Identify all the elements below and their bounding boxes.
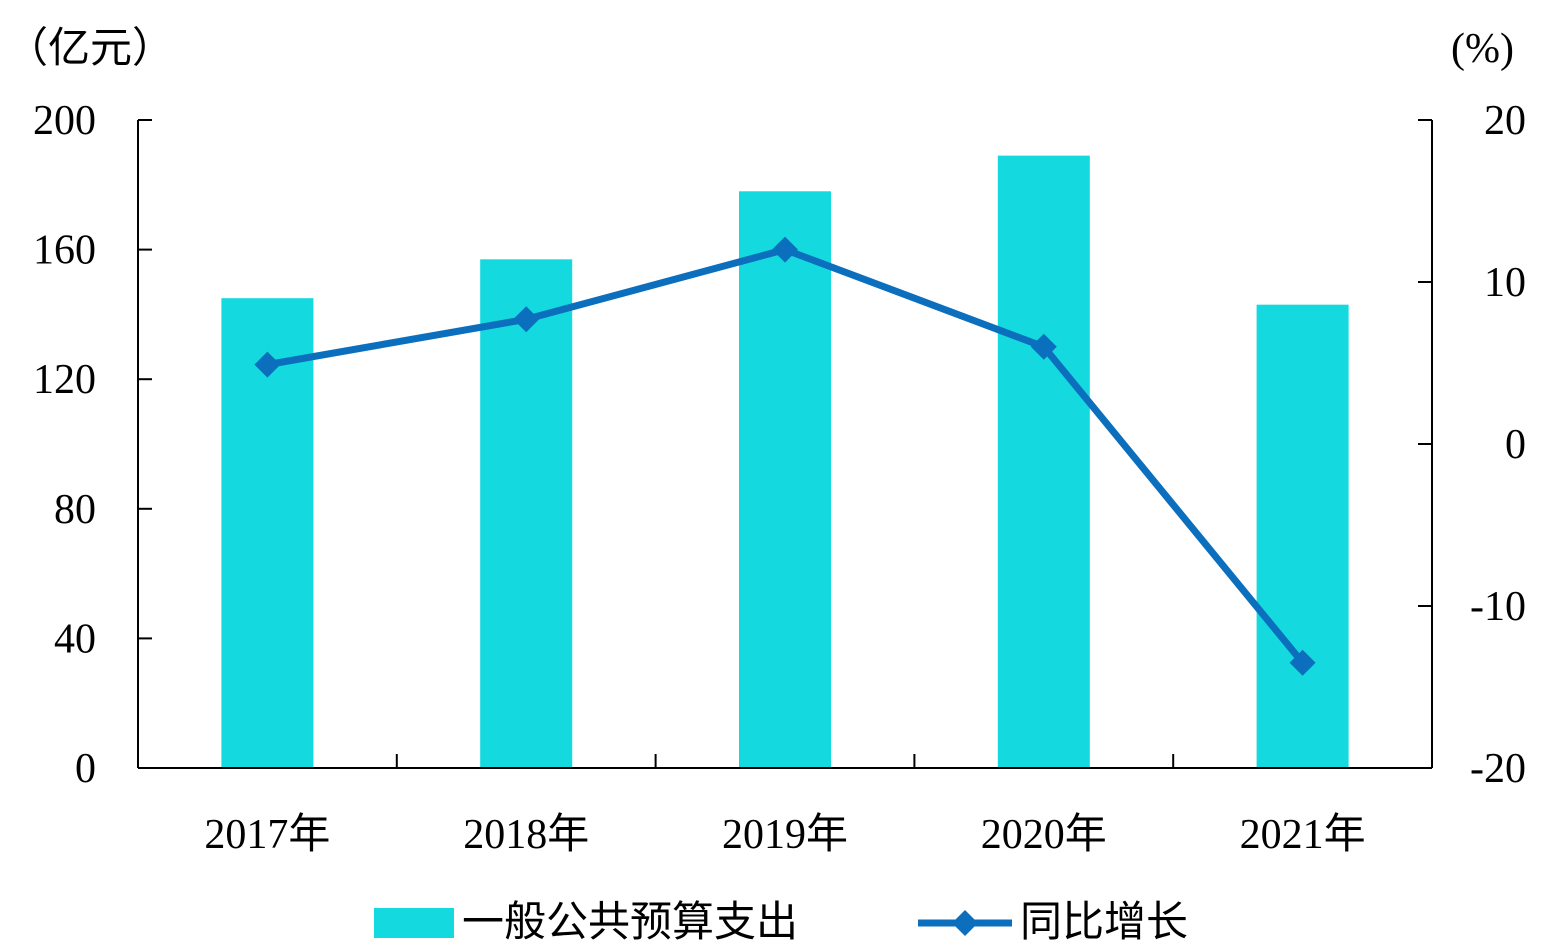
left-axis-tick-label: 40: [54, 616, 96, 662]
bar: [997, 155, 1090, 768]
bar: [480, 259, 573, 768]
bar: [739, 191, 831, 768]
x-axis-tick-label: 2019年: [722, 811, 848, 858]
left-axis-tick-label: 0: [75, 746, 96, 792]
right-axis-unit: (%): [1451, 26, 1514, 72]
axes: 0 40 80 120 160 200 -20 -10 0 10 20 2017年 2018年 2019年…: [33, 98, 1526, 858]
left-axis-tick-label: 200: [33, 98, 96, 144]
growth-point: [772, 236, 798, 263]
growth-point: [1289, 649, 1316, 676]
right-axis-tick-label: -20: [1470, 746, 1526, 792]
legend-bar-swatch: [374, 908, 454, 938]
growth-point: [254, 351, 281, 378]
growth-point: [513, 306, 540, 333]
left-axis-tick-label: 80: [54, 487, 96, 533]
line-series: [254, 236, 1316, 676]
x-axis-tick-label: 2021年: [1240, 811, 1366, 858]
bar: [1256, 304, 1349, 768]
x-axis-tick-label: 2017年: [204, 811, 330, 858]
right-axis-tick-label: 10: [1484, 260, 1526, 306]
bar-series: [221, 155, 1349, 768]
right-axis-tick-label: -10: [1470, 584, 1526, 630]
legend-bar-label: 一般公共预算支出: [462, 900, 798, 946]
left-axis-unit: （亿元）: [6, 26, 174, 72]
right-axis-tick-label: 0: [1505, 422, 1526, 468]
left-axis-tick-label: 160: [33, 228, 96, 274]
left-axis-tick-label: 120: [33, 357, 96, 403]
right-axis-tick-label: 20: [1484, 98, 1526, 144]
x-axis-tick-label: 2020年: [981, 811, 1107, 858]
growth-point: [1030, 333, 1057, 360]
x-axis-tick-label: 2018年: [463, 811, 589, 858]
legend-line-label: 同比增长: [1020, 900, 1188, 946]
legend: 一般公共预算支出 同比增长: [374, 900, 1188, 946]
legend-line-marker: [952, 910, 978, 936]
